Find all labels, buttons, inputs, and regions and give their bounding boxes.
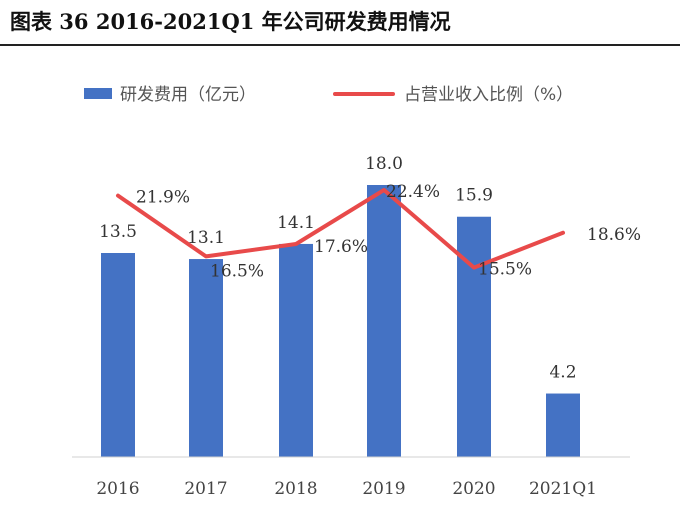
bar-value-label: 18.0 [365, 154, 403, 174]
title-divider [0, 44, 680, 46]
bar-value-label: 14.1 [277, 213, 315, 233]
ratio-point [116, 194, 120, 198]
ratio-line [116, 188, 565, 270]
x-tick-label: 2019 [362, 479, 405, 499]
x-tick-label: 2021Q1 [529, 479, 597, 499]
x-tick-label: 2016 [96, 479, 139, 499]
ratio-value-label: 22.4% [386, 182, 440, 202]
ratio-point [382, 188, 386, 192]
ratio-value-label: 18.6% [587, 225, 641, 245]
bar-2021Q1 [546, 393, 580, 457]
chart-title: 图表 36 2016-2021Q1 年公司研发费用情况 [10, 9, 451, 34]
legend-line-label: 占营业收入比例（%） [404, 85, 573, 105]
legend-bar-swatch [84, 88, 112, 99]
ratio-point [561, 231, 565, 235]
ratio-point [472, 266, 476, 270]
bar-2016 [101, 253, 135, 457]
bar-value-label: 4.2 [549, 363, 576, 383]
ratio-value-label: 21.9% [136, 188, 190, 208]
ratio-value-label: 15.5% [478, 260, 532, 280]
bar-value-label: 13.5 [99, 222, 137, 242]
ratio-value-label: 17.6% [314, 237, 368, 257]
ratio-value-label: 16.5% [210, 261, 264, 281]
bar-2018 [279, 243, 313, 457]
legend: 研发费用（亿元） 占营业收入比例（%） [84, 85, 573, 105]
x-tick-label: 2018 [274, 479, 317, 499]
bar-value-label: 15.9 [455, 186, 493, 206]
ratio-point [204, 254, 208, 258]
x-tick-label: 2017 [184, 479, 227, 499]
x-tick-label: 2020 [452, 479, 495, 499]
legend-bar-label: 研发费用（亿元） [120, 85, 256, 105]
bar-value-label: 13.1 [187, 228, 225, 248]
bar-2019 [367, 185, 401, 457]
bar-2020 [457, 216, 491, 457]
bar-2017 [189, 259, 223, 457]
ratio-point [294, 242, 298, 246]
